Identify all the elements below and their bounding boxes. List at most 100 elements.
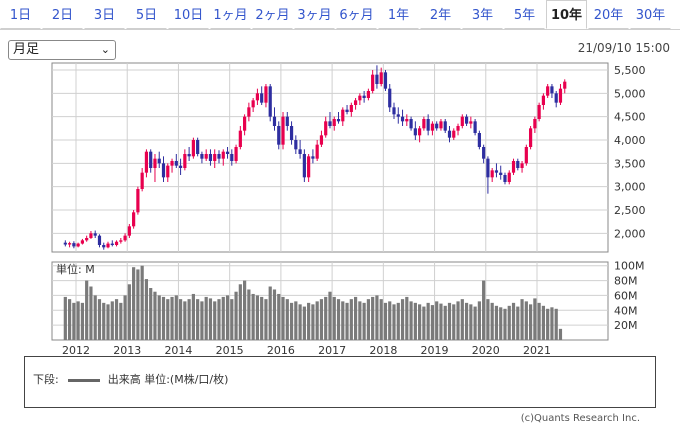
- candle-body-112: [541, 95, 546, 105]
- tab-13[interactable]: 10年: [546, 0, 587, 29]
- candle-body-80: [405, 119, 409, 122]
- volume-bar-99: [486, 299, 490, 340]
- volume-bar-96: [473, 306, 477, 340]
- candle-body-61: [324, 121, 328, 136]
- tab-9[interactable]: 1年: [378, 0, 419, 29]
- volume-bar-2: [72, 302, 76, 340]
- candle-body-30: [191, 140, 195, 157]
- tab-11[interactable]: 3年: [462, 0, 503, 29]
- tab-7[interactable]: 3ヶ月: [294, 0, 335, 29]
- candle-body-11: [110, 243, 114, 245]
- volume-bar-42: [243, 280, 247, 340]
- tab-2[interactable]: 3日: [84, 0, 125, 29]
- candle-body-108: [524, 147, 528, 164]
- candle-body-54: [294, 140, 298, 150]
- volume-bar-50: [277, 293, 281, 340]
- volume-bar-111: [537, 302, 541, 340]
- candle-body-46: [260, 93, 264, 103]
- candle-body-67: [349, 105, 353, 112]
- candle-body-59: [315, 144, 319, 159]
- volume-bar-75: [383, 302, 388, 340]
- volume-bar-114: [550, 307, 554, 340]
- candle-body-98: [482, 147, 486, 159]
- volume-bar-87: [435, 301, 439, 340]
- volume-bar-82: [413, 302, 417, 340]
- x-tick-label-8: 2020: [472, 344, 500, 357]
- x-tick-label-7: 2019: [421, 344, 449, 357]
- candle-body-29: [187, 154, 191, 157]
- volume-bar-58: [311, 304, 315, 340]
- tab-15[interactable]: 30年: [630, 0, 671, 29]
- candle-body-110: [533, 119, 537, 129]
- candle-body-74: [379, 72, 383, 84]
- tab-1[interactable]: 2日: [42, 0, 83, 29]
- volume-bar-10: [106, 304, 110, 340]
- candle-body-53: [289, 126, 294, 140]
- candle-body-72: [371, 74, 375, 91]
- tab-4[interactable]: 10日: [168, 0, 209, 29]
- volume-bar-5: [85, 280, 89, 340]
- candle-body-102: [499, 172, 503, 175]
- volume-bar-94: [464, 302, 469, 340]
- tab-12[interactable]: 5年: [504, 0, 545, 29]
- volume-bar-6: [89, 286, 93, 340]
- volume-bar-51: [281, 296, 285, 340]
- candle-body-79: [400, 116, 405, 122]
- price-tick-label-5: 4,500: [614, 111, 646, 124]
- candle-body-41: [238, 130, 242, 147]
- volume-bar-39: [230, 299, 234, 340]
- legend-box: 下段: 出来高 単位:(M株/口/枚): [24, 356, 656, 408]
- candle-body-6: [89, 233, 93, 238]
- candle-body-40: [234, 147, 238, 161]
- candle-body-85: [426, 119, 430, 131]
- volume-bar-72: [371, 296, 375, 340]
- volume-bar-73: [375, 295, 379, 340]
- candle-body-14: [123, 235, 127, 241]
- legend-prefix: 下段:: [33, 373, 59, 386]
- tab-divider: [0, 29, 680, 30]
- tab-8[interactable]: 6ヶ月: [336, 0, 377, 29]
- candle-body-117: [563, 81, 567, 89]
- candle-body-111: [537, 105, 541, 119]
- volume-bar-40: [234, 291, 238, 340]
- candle-body-93: [460, 116, 464, 126]
- volume-bar-60: [319, 299, 324, 340]
- candle-body-96: [473, 121, 477, 133]
- candle-body-76: [388, 88, 392, 108]
- volume-bar-67: [349, 299, 353, 340]
- volume-bar-71: [366, 299, 370, 340]
- candle-body-26: [174, 161, 178, 166]
- volume-bar-25: [170, 296, 174, 340]
- volume-bar-12: [114, 299, 119, 340]
- volume-bar-44: [251, 293, 255, 340]
- volume-bar-27: [178, 299, 183, 340]
- volume-bar-104: [507, 305, 511, 340]
- volume-bar-112: [541, 305, 546, 340]
- tab-14[interactable]: 20年: [588, 0, 629, 29]
- candle-body-37: [221, 151, 225, 159]
- volume-bar-56: [302, 306, 306, 340]
- volume-bar-43: [247, 289, 251, 340]
- volume-tick-label-0: 20M: [614, 319, 638, 332]
- volume-bar-26: [174, 295, 178, 340]
- volume-bar-70: [362, 302, 366, 340]
- tab-6[interactable]: 2ヶ月: [252, 0, 293, 29]
- tab-0[interactable]: 1日: [0, 0, 41, 29]
- x-tick-label-5: 2017: [318, 344, 346, 357]
- candle-body-42: [243, 116, 247, 131]
- volume-tick-label-2: 60M: [614, 289, 638, 302]
- volume-bar-100: [490, 302, 494, 340]
- volume-bar-33: [204, 296, 208, 340]
- tab-5[interactable]: 1ヶ月: [210, 0, 251, 29]
- candle-body-8: [97, 235, 102, 245]
- candle-body-69: [358, 95, 362, 101]
- x-tick-label-2: 2014: [164, 344, 192, 357]
- tab-10[interactable]: 2年: [420, 0, 461, 29]
- tab-3[interactable]: 5日: [126, 0, 167, 29]
- price-plot-frame: [51, 62, 609, 253]
- candle-body-45: [255, 93, 260, 101]
- candle-body-84: [422, 119, 426, 129]
- volume-bar-64: [336, 299, 341, 340]
- period-select[interactable]: 月足 ⌄: [8, 40, 116, 60]
- price-tick-label-0: 2,000: [614, 227, 646, 240]
